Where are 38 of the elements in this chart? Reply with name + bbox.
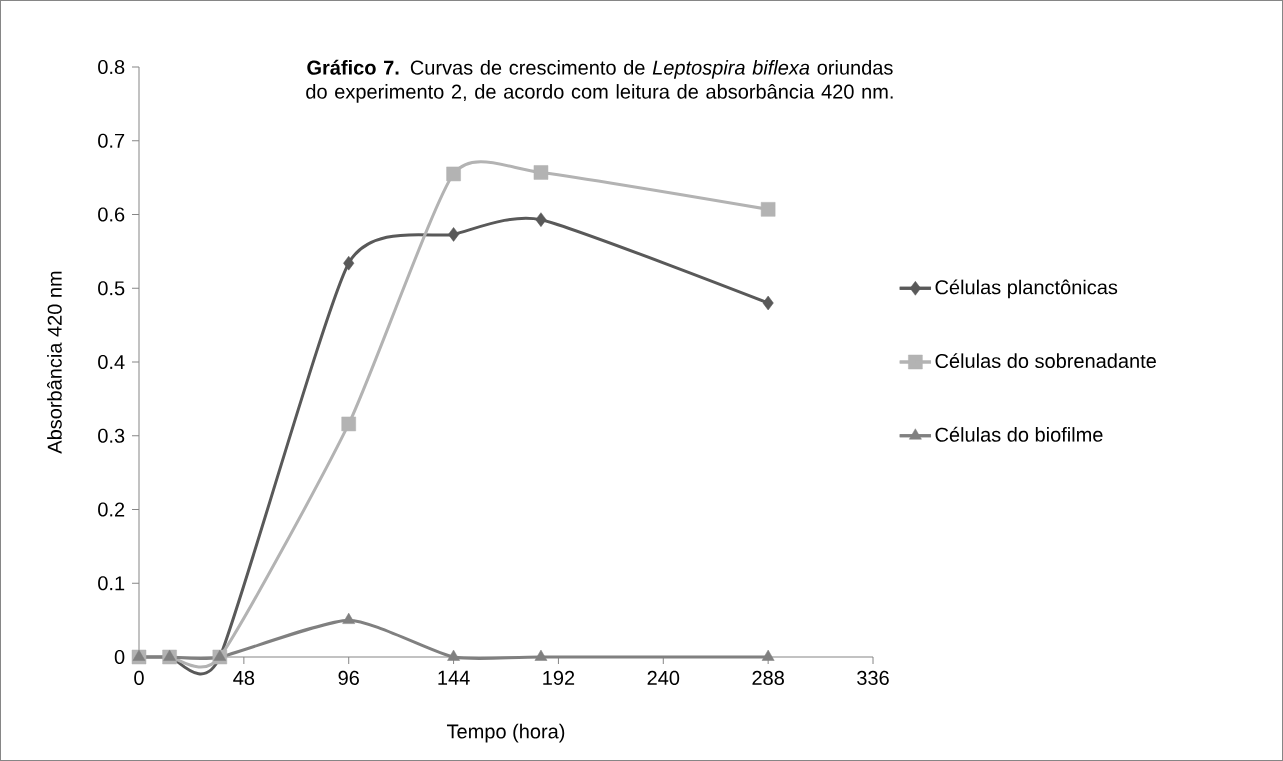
x-tick-label: 336: [857, 670, 889, 686]
legend-label: Células do biofilme: [935, 426, 1103, 442]
x-tick-label: 240: [647, 670, 680, 686]
point: [534, 649, 548, 661]
x-tick-label: 144: [438, 670, 470, 685]
y-tick-label: 0.6: [98, 207, 125, 222]
point: [447, 649, 460, 661]
point: [342, 612, 356, 624]
point: [213, 649, 227, 661]
point: [132, 649, 146, 661]
point: [533, 165, 549, 180]
point: [448, 227, 460, 242]
x-tick-label: 288: [752, 670, 784, 686]
y-tick-label: 0.2: [98, 502, 125, 517]
chart-title: Gráfico 7. Curvas de crescimento de Leptospira biflexa oriundas do experimento 2, de acordo com leitura de absorbância 420 nm.: [306, 59, 893, 103]
x-tick-label: 192: [543, 670, 575, 686]
legend-label: Células planctônicas: [935, 279, 1118, 299]
point: [446, 166, 461, 182]
y-tick-label: 0.4: [98, 354, 125, 370]
x-axis-title: Tempo (hora): [446, 723, 565, 743]
legend-label: Células do sobrenadante: [935, 353, 1156, 369]
y-tick-label: 0.5: [98, 281, 125, 296]
point: [761, 649, 775, 661]
y-axis-title: Absorbância 420 nm: [47, 271, 62, 454]
point: [760, 202, 776, 217]
x-tick-label: 96: [338, 670, 359, 686]
y-tick-label: 0.3: [98, 428, 125, 443]
y-tick-label: 0: [114, 649, 125, 665]
y-tick-label: 0.8: [98, 59, 125, 75]
point: [762, 295, 774, 311]
point: [163, 649, 176, 661]
x-tick-label: 0: [134, 670, 144, 686]
point: [343, 255, 355, 271]
y-tick-label: 0.7: [98, 133, 125, 148]
point: [535, 212, 547, 227]
x-tick-label: 48: [233, 670, 255, 686]
y-tick-label: 0.1: [98, 576, 125, 591]
point: [341, 416, 356, 432]
